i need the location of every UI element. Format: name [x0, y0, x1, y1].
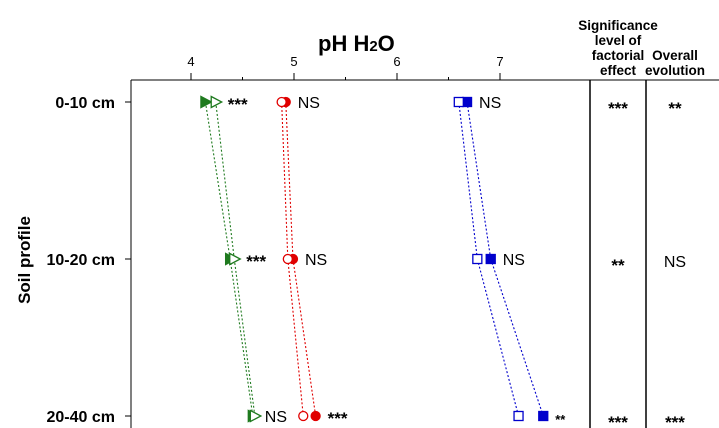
series-line — [458, 101, 478, 260]
row-label: 10-20 cm — [47, 252, 116, 269]
row-label: 0-10 cm — [55, 95, 115, 112]
square-marker — [453, 96, 464, 108]
square-marker — [472, 253, 483, 265]
table-value: NS — [664, 254, 686, 271]
series-line — [292, 258, 317, 417]
x-tick-label: 4 — [187, 54, 194, 69]
series-markers — [200, 95, 549, 423]
table-value: ** — [611, 256, 625, 275]
square-marker — [538, 410, 549, 422]
series-line — [281, 101, 289, 260]
series-lines — [204, 101, 544, 417]
table-value: ** — [668, 99, 682, 118]
point-annotation: NS — [305, 252, 327, 269]
x-tick-label: 5 — [290, 54, 297, 69]
triangle-marker — [229, 252, 242, 266]
series-line — [233, 258, 256, 417]
table-value: *** — [665, 413, 685, 428]
table-header: Overall — [652, 48, 698, 63]
table-value: *** — [608, 99, 628, 118]
x-ticks: 4 5 6 7 — [187, 54, 504, 80]
row-labels: 0-10 cm 10-20 cm 20-40 cm — [47, 95, 131, 426]
chart-title: pH H2O — [318, 31, 395, 56]
series-line — [229, 258, 254, 417]
circle-marker — [298, 410, 309, 422]
point-annotation: NS — [503, 252, 525, 269]
series-line — [215, 101, 235, 260]
circle-marker — [276, 96, 287, 108]
x-tick-label: 7 — [496, 54, 503, 69]
axes — [130, 79, 719, 428]
table-header: level of — [595, 33, 642, 48]
table-value: *** — [608, 413, 628, 428]
point-annotation: ** — [555, 412, 566, 427]
series-line — [466, 101, 492, 260]
point-annotation: *** — [228, 95, 248, 114]
x-tick-label: 6 — [393, 54, 400, 69]
y-axis-label: Soil profile — [15, 216, 34, 304]
point-annotation: *** — [246, 252, 266, 271]
triangle-marker — [249, 409, 263, 423]
series-line — [476, 258, 520, 417]
table-header: factorial — [592, 48, 645, 63]
series-line — [204, 101, 231, 260]
triangle-marker — [200, 95, 213, 109]
circle-marker — [310, 410, 321, 422]
table-header: evolution — [645, 63, 705, 78]
point-annotation: NS — [265, 409, 287, 426]
table-header: Significance — [578, 18, 658, 33]
row-label: 20-40 cm — [47, 409, 116, 426]
circle-marker — [282, 253, 293, 265]
square-marker — [513, 410, 524, 422]
square-marker — [485, 253, 496, 265]
table-header: effect — [600, 63, 637, 78]
triangle-marker — [210, 95, 224, 109]
point-annotation: NS — [298, 95, 320, 112]
point-annotation: NS — [479, 95, 501, 112]
series-line — [287, 258, 304, 417]
point-annotation: *** — [328, 409, 348, 428]
series-line — [490, 258, 544, 417]
